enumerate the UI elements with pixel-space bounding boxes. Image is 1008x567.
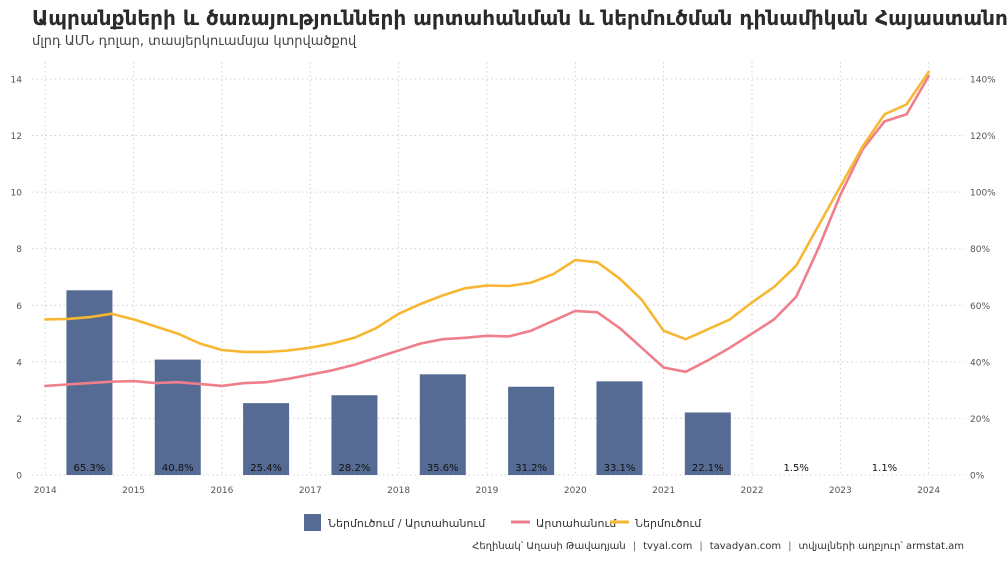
bar-ratio	[243, 403, 290, 475]
caption-site-tavadyan[interactable]: tavadyan.com	[709, 541, 782, 552]
y-left-tick-label: 2	[16, 415, 22, 425]
axis-labels-layer: 0 0% 2 20% 4 40% 6 60% 8 80% 10 100% 12 120% 14 140% 201…	[11, 75, 997, 496]
caption-separator: |	[788, 541, 792, 552]
bar-ratio	[684, 412, 731, 475]
x-tick-label: 2016	[210, 486, 233, 496]
x-tick-label: 2022	[741, 486, 764, 496]
y-left-tick-label: 4	[16, 358, 22, 368]
x-tick-label: 2024	[917, 486, 940, 496]
legend-label-export: Արտահանում	[536, 517, 617, 530]
bar-value-label: 40.8%	[162, 463, 194, 474]
chart-subtitle: մլրդ ԱՄՆ դոլար, տասյերկուամսյա կտրվածքով	[32, 34, 357, 49]
y-left-tick-label: 10	[11, 189, 23, 199]
x-tick-label: 2023	[829, 486, 852, 496]
y-left-tick-label: 12	[11, 132, 22, 142]
y-left-tick-label: 14	[11, 75, 23, 85]
caption-separator: |	[632, 541, 637, 552]
y-left-tick-label: 6	[16, 302, 22, 312]
caption: Հեղինակ՝ Աղասի Թավադյան | tvyal.com | tavady…	[472, 541, 964, 552]
bar-value-label: 65.3%	[74, 463, 106, 474]
bar-value-label: 1.5%	[783, 463, 808, 474]
bars-layer	[66, 290, 731, 475]
chart-title: Ապրանքների և ծառայությունների արտահանման…	[32, 6, 1008, 30]
y-right-tick-label: 120%	[970, 132, 996, 142]
caption-separator: |	[699, 541, 703, 552]
lines-layer	[43, 70, 931, 388]
y-right-tick-label: 140%	[970, 75, 996, 85]
caption-source: տվյալների աղբյուր՝ armstat.am	[798, 541, 964, 552]
x-tick-label: 2015	[122, 486, 145, 496]
series-line-export	[43, 74, 931, 388]
y-right-tick-label: 40%	[970, 358, 990, 368]
y-right-tick-label: 20%	[970, 415, 990, 425]
bar-ratio	[508, 386, 555, 475]
bar-ratio	[331, 395, 378, 475]
x-tick-label: 2018	[387, 486, 410, 496]
grid-layer	[32, 62, 964, 476]
bar-value-label: 31.2%	[515, 463, 547, 474]
bar-value-label: 22.1%	[692, 463, 724, 474]
bar-ratio	[419, 374, 466, 475]
y-right-tick-label: 80%	[970, 245, 990, 255]
x-tick-label: 2020	[564, 486, 587, 496]
legend: Ներմուծում / Արտահանում Արտահանում Ներմո…	[304, 514, 702, 531]
legend-label-ratio: Ներմուծում / Արտահանում	[328, 517, 486, 530]
bar-value-label: 33.1%	[604, 463, 636, 474]
y-left-tick-label: 8	[16, 245, 22, 255]
legend-label-import: Ներմուծում	[635, 517, 702, 530]
bar-value-label: 28.2%	[339, 463, 371, 474]
x-tick-label: 2021	[652, 486, 675, 496]
bar-ratio	[596, 381, 643, 475]
x-tick-label: 2019	[476, 486, 499, 496]
legend-swatch-ratio	[304, 514, 321, 531]
caption-author: Հեղինակ՝ Աղասի Թավադյան	[472, 541, 626, 552]
y-right-tick-label: 100%	[970, 189, 996, 199]
caption-site-tvyal[interactable]: tvyal.com	[643, 541, 693, 552]
bar-value-label: 1.1%	[872, 463, 897, 474]
bar-value-label: 35.6%	[427, 463, 459, 474]
y-left-tick-label: 0	[16, 472, 22, 482]
bar-value-label: 25.4%	[250, 463, 282, 474]
x-tick-label: 2017	[299, 486, 322, 496]
series-line-import	[43, 70, 931, 354]
bar-labels-layer: 65.3% 40.8% 25.4% 28.2% 35.6% 31.2% 33.1% 22.1%…	[74, 463, 898, 474]
bar-ratio	[154, 359, 201, 475]
y-right-tick-label: 0%	[970, 472, 985, 482]
x-tick-label: 2014	[34, 486, 57, 496]
y-right-tick-label: 60%	[970, 302, 990, 312]
